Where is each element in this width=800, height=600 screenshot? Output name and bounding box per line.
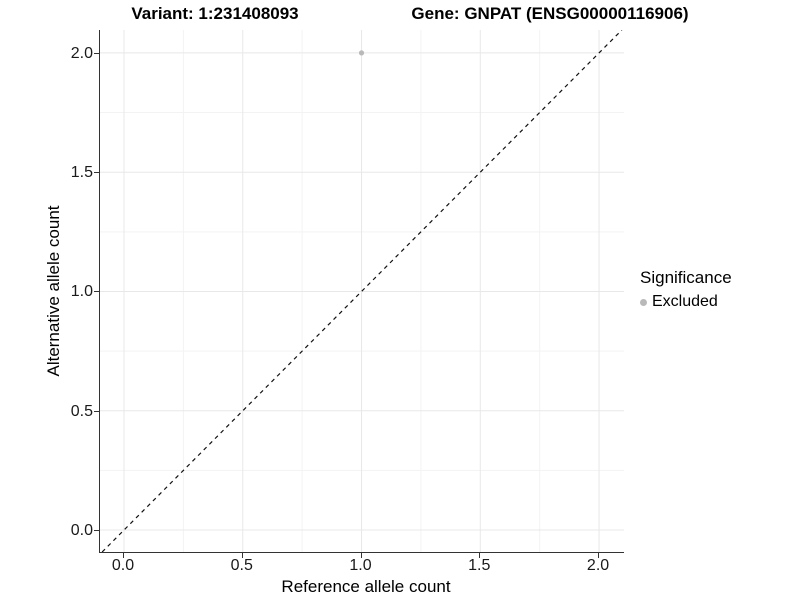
y-tick-label: 0.5 <box>70 402 93 420</box>
y-tick-mark <box>94 410 99 412</box>
x-tick-label: 1.5 <box>468 557 491 574</box>
x-tick-mark <box>598 553 600 558</box>
legend: Significance Excluded <box>640 268 732 311</box>
y-tick-label: 0.0 <box>70 522 93 540</box>
x-tick-label: 1.0 <box>349 557 372 574</box>
plot-canvas <box>100 30 624 552</box>
x-tick-mark <box>360 553 362 558</box>
x-axis-title: Reference allele count <box>281 577 451 596</box>
y-tick-label: 2.0 <box>70 44 93 62</box>
legend-item: Excluded <box>640 293 732 311</box>
identity-dashed-line <box>101 30 623 552</box>
legend-item-label: Excluded <box>652 293 718 310</box>
x-tick-label: 0.0 <box>111 557 135 574</box>
y-tick-mark <box>94 291 99 293</box>
x-tick-mark <box>122 553 124 558</box>
variant-title: Variant: 1:231408093 <box>131 4 299 23</box>
plot-panel <box>99 30 624 553</box>
y-tick-mark <box>94 530 99 532</box>
y-tick-label: 1.5 <box>70 164 93 182</box>
legend-title: Significance <box>640 268 732 287</box>
x-tick-mark <box>241 553 243 558</box>
x-tick-label: 2.0 <box>586 557 610 574</box>
y-tick-label: 1.0 <box>70 283 93 301</box>
y-axis-title: Alternative allele count <box>44 205 63 377</box>
data-point <box>358 50 365 56</box>
legend-key-dot-icon <box>640 298 647 306</box>
legend-items: Excluded <box>640 293 732 311</box>
x-tick-label: 0.5 <box>230 557 253 574</box>
x-tick-mark <box>479 553 481 558</box>
y-tick-mark <box>94 52 99 54</box>
y-tick-mark <box>94 172 99 174</box>
gene-title: Gene: GNPAT (ENSG00000116906) <box>411 4 689 23</box>
